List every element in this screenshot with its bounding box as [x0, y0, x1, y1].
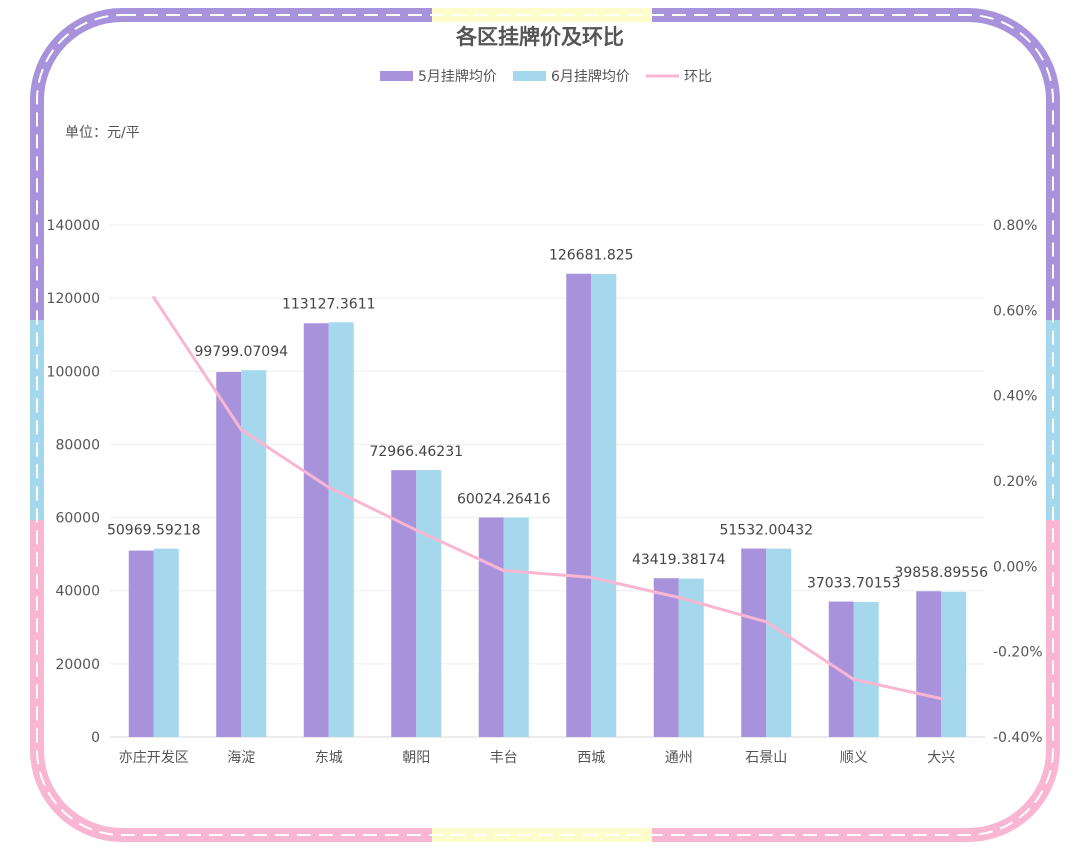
- bar-data-label: 39858.89556: [894, 565, 988, 581]
- bar-may: [828, 601, 854, 737]
- axes: 0 20000 40000 60000 80000 100000 120000 140000 -…: [47, 218, 1043, 766]
- left-tick-label: 20000: [55, 657, 100, 673]
- frame-dash: [36, 14, 1054, 836]
- legend-swatch: [380, 71, 413, 81]
- bar-data-label: 72966.46231: [369, 444, 463, 460]
- left-tick-label: 140000: [47, 218, 100, 234]
- legend-item[interactable]: 6月挂牌均价: [513, 68, 630, 85]
- right-tick-label: 0.00%: [993, 559, 1037, 575]
- bar-june: [678, 578, 704, 737]
- legend: 5月挂牌均价 6月挂牌均价 环比: [380, 68, 712, 85]
- left-tick-label: 100000: [47, 364, 100, 380]
- bar-june: [591, 274, 617, 737]
- decorative-frame: [30, 8, 1060, 842]
- bar-may: [391, 470, 417, 737]
- bar-may: [303, 323, 329, 737]
- bar-june: [503, 517, 529, 737]
- bar-may: [741, 548, 767, 737]
- chart-title: 各区挂牌价及环比: [455, 25, 624, 49]
- category-label: 顺义: [840, 750, 868, 766]
- bar-data-label: 50969.59218: [107, 523, 201, 539]
- category-label: 大兴: [927, 750, 955, 766]
- bar-june: [241, 370, 267, 737]
- bar-may: [653, 578, 679, 737]
- ratio-point: [327, 485, 331, 489]
- ratio-point: [852, 677, 856, 681]
- right-tick-label: 0.80%: [993, 218, 1037, 234]
- legend-item[interactable]: 环比: [646, 69, 712, 85]
- ratio-point: [414, 528, 418, 532]
- ratio-point: [677, 595, 681, 599]
- ratio-point: [764, 620, 768, 624]
- bar-data-label: 60024.26416: [457, 491, 551, 507]
- legend-label: 5月挂牌均价: [418, 68, 497, 85]
- bar-data-label: 113127.3611: [282, 296, 376, 312]
- bar-data-label: 99799.07094: [194, 344, 288, 360]
- frame-segment: [30, 320, 1060, 520]
- bar-may: [128, 550, 154, 737]
- bar-may: [566, 273, 592, 737]
- ratio-line: [152, 296, 943, 701]
- bar-may: [916, 591, 942, 737]
- ratio-point: [589, 575, 593, 579]
- left-tick-label: 60000: [55, 511, 100, 527]
- right-tick-label: 0.20%: [993, 474, 1037, 490]
- bar-may: [216, 372, 242, 737]
- bar-june: [328, 322, 354, 737]
- right-tick-label: -0.40%: [993, 730, 1043, 746]
- legend-swatch: [513, 71, 546, 81]
- ratio-point: [152, 296, 156, 300]
- left-tick-label: 40000: [55, 584, 100, 600]
- right-tick-label: -0.20%: [993, 645, 1043, 661]
- category-label: 石景山: [745, 750, 787, 766]
- ratio-point: [239, 428, 243, 432]
- left-tick-label: 80000: [55, 437, 100, 453]
- right-tick-label: 0.40%: [993, 389, 1037, 405]
- bar-june: [853, 602, 879, 737]
- bar-data-label: 37033.70153: [807, 576, 901, 592]
- bar-data-label: 43419.38174: [632, 552, 726, 568]
- left-tick-label: 120000: [47, 291, 100, 307]
- category-label: 亦庄开发区: [119, 749, 189, 766]
- category-label: 朝阳: [402, 750, 430, 766]
- right-tick-label: 0.60%: [993, 303, 1037, 319]
- legend-label: 环比: [684, 69, 712, 85]
- category-label: 东城: [315, 750, 343, 766]
- bar-data-label: 51532.00432: [719, 523, 813, 539]
- ratio-point: [502, 569, 506, 573]
- category-label: 西城: [577, 750, 605, 766]
- data-labels: 50969.59218 99799.07094 113127.3611 72966.4…: [107, 248, 988, 592]
- category-label: 海淀: [227, 750, 255, 766]
- unit-label: 单位：元/平: [65, 125, 140, 141]
- legend-item[interactable]: 5月挂牌均价: [380, 68, 497, 85]
- bar-data-label: 126681.825: [549, 248, 634, 264]
- category-label: 通州: [665, 750, 693, 766]
- bar-june: [416, 470, 442, 737]
- category-label: 丰台: [490, 750, 518, 766]
- left-tick-label: 0: [91, 730, 100, 746]
- bar-may: [478, 517, 504, 737]
- bar-june: [941, 591, 967, 737]
- bar-june: [766, 548, 792, 737]
- bar-june: [153, 548, 179, 737]
- frame-segment: [30, 8, 1060, 320]
- ratio-point: [939, 697, 943, 701]
- frame-segment: [432, 8, 652, 842]
- frame-segment: [30, 520, 1060, 842]
- ratio-line-path: [152, 296, 942, 701]
- legend-label: 6月挂牌均价: [551, 68, 630, 85]
- bars: [128, 273, 967, 737]
